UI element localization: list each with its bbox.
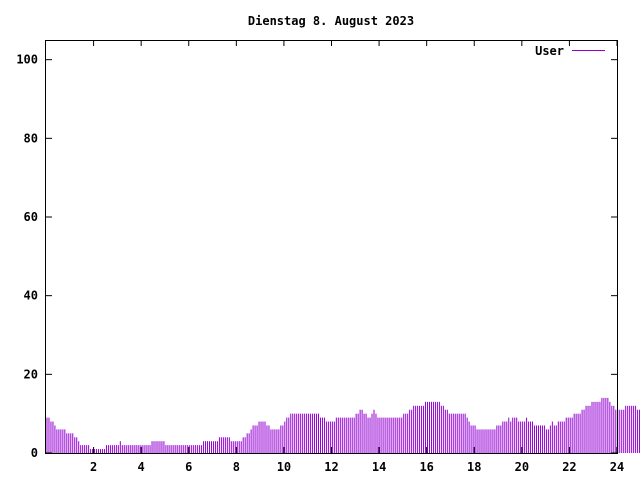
x-tick-label: 2 [90,460,97,474]
legend-label-user: User [535,44,564,58]
x-tick-label: 12 [324,460,338,474]
chart-title: Dienstag 8. August 2023 [248,14,414,28]
x-tick-label: 22 [562,460,576,474]
x-tick-label: 16 [419,460,433,474]
x-tick-label: 10 [277,460,291,474]
plot-frame [45,40,618,454]
legend: User [535,44,605,58]
x-tick-label: 14 [372,460,386,474]
y-tick-label: 80 [24,131,38,145]
x-tick-label: 18 [467,460,481,474]
x-tick-label: 24 [610,460,624,474]
y-tick-label: 40 [24,289,38,303]
x-tick-label: 8 [233,460,240,474]
y-tick-label: 100 [16,53,38,67]
x-tick-label: 6 [185,460,192,474]
x-tick-label: 20 [515,460,529,474]
x-tick-label: 4 [138,460,145,474]
y-tick-label: 60 [24,210,38,224]
bars-group [46,397,640,453]
y-tick-label: 20 [24,367,38,381]
y-tick-label: 0 [31,446,38,460]
